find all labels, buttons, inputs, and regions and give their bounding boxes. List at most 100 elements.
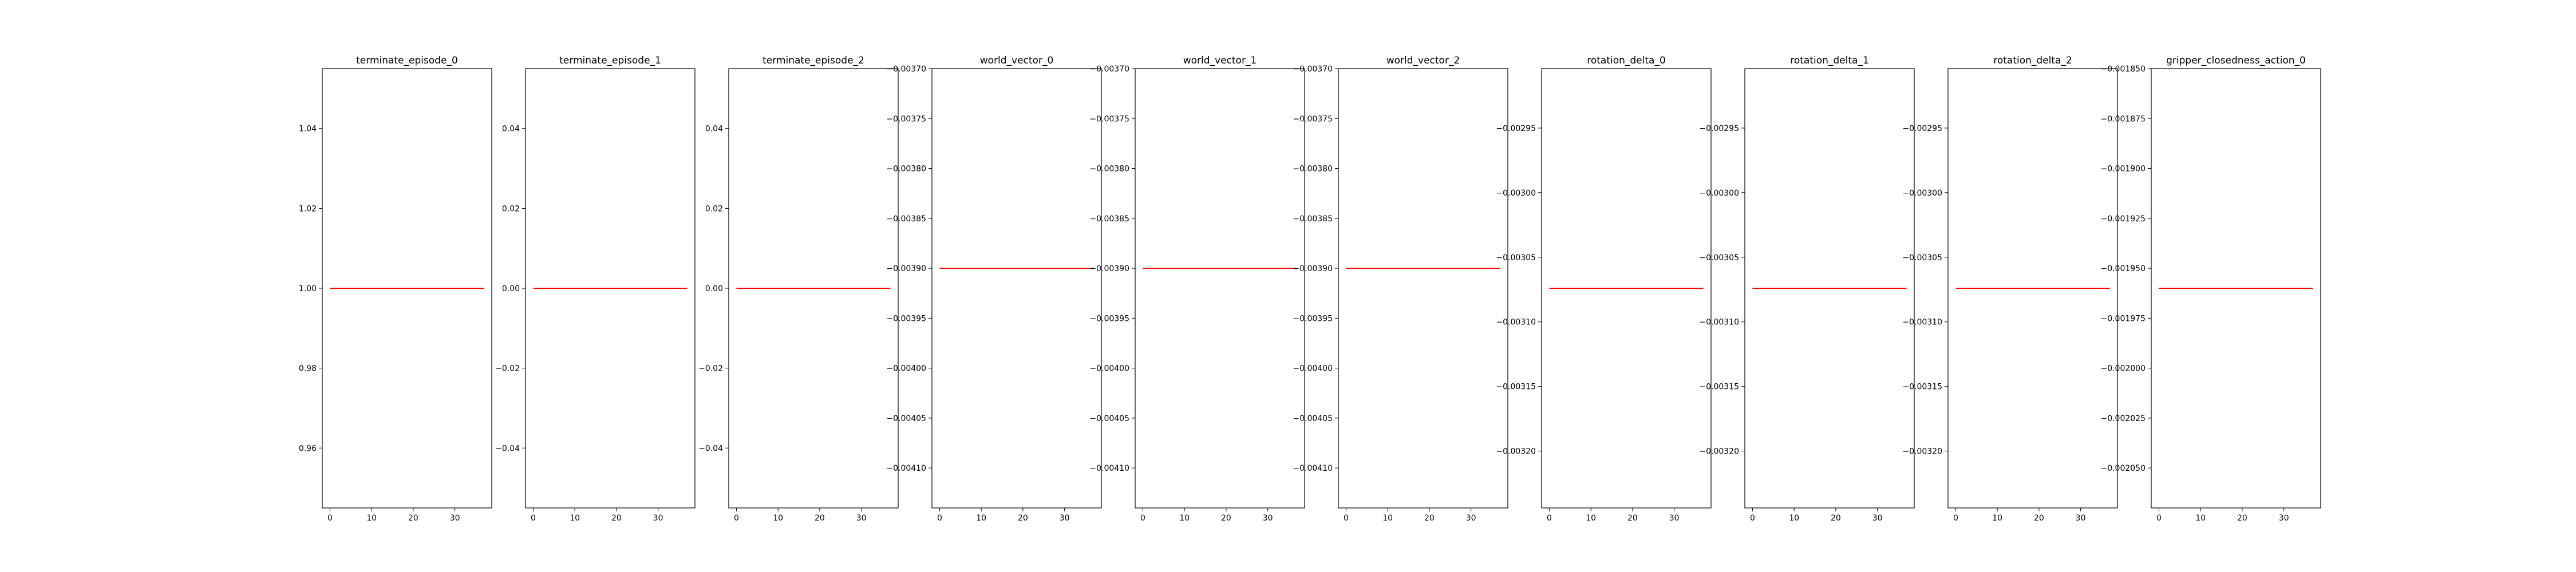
panel-rotation_delta_2: rotation_delta_2 −0.00295 −0.00300 −0.00305… bbox=[1902, 55, 2118, 523]
y-tick-label: −0.00370 bbox=[886, 65, 926, 74]
y-tick-label: 0.00 bbox=[705, 284, 723, 293]
x-tick-label: 10 bbox=[1586, 514, 1596, 523]
y-tick-label: −0.00300 bbox=[1699, 189, 1739, 198]
panel-terminate_episode_0: terminate_episode_0 0.96 0.98 1.00 1.02 1.04 0… bbox=[299, 55, 492, 523]
panel-world_vector_2: world_vector_2 −0.00370 −0.00375 −0.00380 −0… bbox=[1293, 55, 1508, 523]
x-tick-label: 30 bbox=[1669, 514, 1680, 523]
y-tick-label: −0.00300 bbox=[1496, 189, 1536, 198]
axes-frame bbox=[525, 68, 696, 509]
y-tick-label: −0.002050 bbox=[2100, 464, 2146, 473]
y-tick-label: −0.00395 bbox=[1089, 314, 1129, 323]
y-tick-label: −0.00405 bbox=[886, 414, 926, 423]
y-tick-label: −0.002000 bbox=[2100, 364, 2146, 374]
panel-title: terminate_episode_0 bbox=[356, 55, 458, 66]
y-tick-label: −0.04 bbox=[495, 444, 520, 453]
y-tick-label: −0.00390 bbox=[886, 264, 926, 273]
y-tick-label: −0.00310 bbox=[1496, 318, 1536, 327]
y-tick-label: −0.00405 bbox=[1089, 414, 1129, 423]
x-tick-label: 0 bbox=[1140, 514, 1145, 523]
y-tick-label: −0.00295 bbox=[1699, 124, 1739, 133]
panel-gripper_closedness_action_0: gripper_closedness_action_0 −0.001850 −0.0… bbox=[2100, 55, 2321, 523]
y-tick-label: −0.00320 bbox=[1699, 447, 1739, 456]
x-tick-label: 20 bbox=[1424, 514, 1435, 523]
x-tick-label: 10 bbox=[570, 514, 580, 523]
x-tick-label: 30 bbox=[856, 514, 867, 523]
y-tick-label: −0.00305 bbox=[1496, 253, 1536, 263]
y-tick-label: −0.00400 bbox=[1089, 364, 1129, 374]
x-tick-label: 20 bbox=[1221, 514, 1231, 523]
y-tick-label: 1.04 bbox=[299, 125, 317, 134]
axes-frame bbox=[1135, 68, 1305, 509]
y-tick-label: −0.00305 bbox=[1902, 253, 1942, 263]
x-tick-label: 0 bbox=[1344, 514, 1349, 523]
y-tick-label: 0.02 bbox=[705, 204, 723, 213]
x-tick-label: 0 bbox=[1547, 514, 1552, 523]
x-tick-label: 20 bbox=[2034, 514, 2044, 523]
x-tick-label: 20 bbox=[2237, 514, 2247, 523]
y-tick-label: −0.00380 bbox=[886, 165, 926, 174]
panel-title: world_vector_2 bbox=[1386, 55, 1460, 66]
y-tick-label: −0.00375 bbox=[1089, 114, 1129, 124]
y-tick-label: −0.00410 bbox=[886, 464, 926, 473]
x-tick-label: 20 bbox=[1831, 514, 1841, 523]
y-tick-label: 0.98 bbox=[299, 364, 317, 374]
y-tick-label: −0.001975 bbox=[2100, 314, 2146, 323]
y-tick-label: −0.001875 bbox=[2100, 114, 2146, 124]
y-tick-label: −0.00395 bbox=[886, 314, 926, 323]
y-tick-label: −0.00320 bbox=[1902, 447, 1942, 456]
panel-terminate_episode_1: terminate_episode_1 −0.04 −0.02 0.00 0.02 0.0… bbox=[495, 55, 696, 523]
panel-title: gripper_closedness_action_0 bbox=[2166, 55, 2306, 66]
panel-world_vector_1: world_vector_1 −0.00370 −0.00375 −0.00380 −0… bbox=[1089, 55, 1305, 523]
y-tick-label: −0.00385 bbox=[1293, 214, 1333, 224]
y-tick-label: 0.04 bbox=[705, 125, 723, 134]
x-tick-label: 20 bbox=[408, 514, 418, 523]
y-tick-label: −0.002025 bbox=[2100, 414, 2146, 423]
y-tick-label: −0.00400 bbox=[1293, 364, 1333, 374]
y-tick-label: −0.00395 bbox=[1293, 314, 1333, 323]
y-tick-label: −0.02 bbox=[698, 364, 723, 374]
y-tick-label: −0.00305 bbox=[1699, 253, 1739, 263]
panel-title: terminate_episode_1 bbox=[559, 55, 661, 66]
y-tick-label: −0.00295 bbox=[1902, 124, 1942, 133]
y-tick-label: −0.00295 bbox=[1496, 124, 1536, 133]
y-tick-label: 0.96 bbox=[299, 444, 317, 453]
x-tick-label: 30 bbox=[2279, 514, 2289, 523]
x-tick-label: 0 bbox=[531, 514, 536, 523]
y-tick-label: −0.00370 bbox=[1089, 65, 1129, 74]
x-tick-label: 20 bbox=[815, 514, 825, 523]
panel-title: terminate_episode_2 bbox=[762, 55, 864, 66]
x-tick-label: 30 bbox=[1872, 514, 1883, 523]
y-tick-label: −0.001925 bbox=[2100, 214, 2146, 224]
x-tick-label: 30 bbox=[1263, 514, 1273, 523]
y-tick-label: 1.02 bbox=[299, 204, 317, 213]
x-tick-label: 10 bbox=[1992, 514, 2002, 523]
axes-frame bbox=[322, 68, 492, 509]
y-tick-label: −0.00385 bbox=[1089, 214, 1129, 224]
y-tick-label: −0.00380 bbox=[1293, 165, 1333, 174]
panel-title: rotation_delta_2 bbox=[1993, 55, 2072, 66]
y-tick-label: −0.00370 bbox=[1293, 65, 1333, 74]
y-tick-label: −0.00375 bbox=[1293, 114, 1333, 124]
panel-title: rotation_delta_1 bbox=[1790, 55, 1869, 66]
y-tick-label: −0.00315 bbox=[1699, 383, 1739, 392]
x-tick-label: 10 bbox=[976, 514, 986, 523]
x-tick-label: 30 bbox=[450, 514, 460, 523]
x-tick-label: 30 bbox=[653, 514, 663, 523]
x-tick-label: 0 bbox=[327, 514, 333, 523]
y-tick-label: −0.00385 bbox=[886, 214, 926, 224]
axes-frame bbox=[1744, 68, 1915, 509]
y-tick-label: −0.00380 bbox=[1089, 165, 1129, 174]
y-tick-label: 0.02 bbox=[502, 204, 520, 213]
x-tick-label: 20 bbox=[1018, 514, 1028, 523]
x-tick-label: 0 bbox=[2156, 514, 2162, 523]
y-tick-label: −0.00375 bbox=[886, 114, 926, 124]
panel-terminate_episode_2: terminate_episode_2 −0.04 −0.02 0.00 0.02 0.0… bbox=[698, 55, 899, 523]
x-tick-label: 30 bbox=[1060, 514, 1070, 523]
axes-frame bbox=[2151, 68, 2321, 509]
x-tick-label: 10 bbox=[1789, 514, 1799, 523]
y-tick-label: −0.00310 bbox=[1699, 318, 1739, 327]
y-tick-label: 1.00 bbox=[299, 284, 317, 293]
x-tick-label: 30 bbox=[2076, 514, 2086, 523]
y-tick-label: −0.00310 bbox=[1902, 318, 1942, 327]
